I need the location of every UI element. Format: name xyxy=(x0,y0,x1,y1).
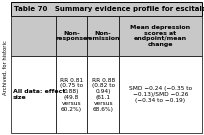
Text: Mean depression
scores at
endpoint/mean
change: Mean depression scores at endpoint/mean … xyxy=(130,25,191,47)
Bar xyxy=(119,56,202,133)
Bar xyxy=(87,56,119,133)
Text: All data: effect
size: All data: effect size xyxy=(13,89,65,100)
Bar xyxy=(11,16,56,56)
Text: RR 0.88
(0.82 to
0.94)
(61.1
versus
68.6%): RR 0.88 (0.82 to 0.94) (61.1 versus 68.6… xyxy=(92,77,115,112)
Bar xyxy=(11,56,56,133)
Text: Archived, for historic: Archived, for historic xyxy=(3,40,8,95)
Bar xyxy=(119,16,202,56)
Bar xyxy=(11,2,202,16)
Text: RR 0.81
(0.75 to
0.88)
(49.8
versus
60.2%): RR 0.81 (0.75 to 0.88) (49.8 versus 60.2… xyxy=(60,77,83,112)
Text: Table 70   Summary evidence profile for escitalopram: Table 70 Summary evidence profile for es… xyxy=(14,6,204,12)
Bar xyxy=(56,16,87,56)
Text: Non-
response: Non- response xyxy=(55,31,88,41)
Bar xyxy=(56,56,87,133)
Text: SMD −0.24 (−0.35 to
−0.13)/SMD −0.26
(−0.34 to −0.19): SMD −0.24 (−0.35 to −0.13)/SMD −0.26 (−0… xyxy=(129,86,192,103)
Bar xyxy=(87,16,119,56)
Text: Non-
remission: Non- remission xyxy=(86,31,120,41)
